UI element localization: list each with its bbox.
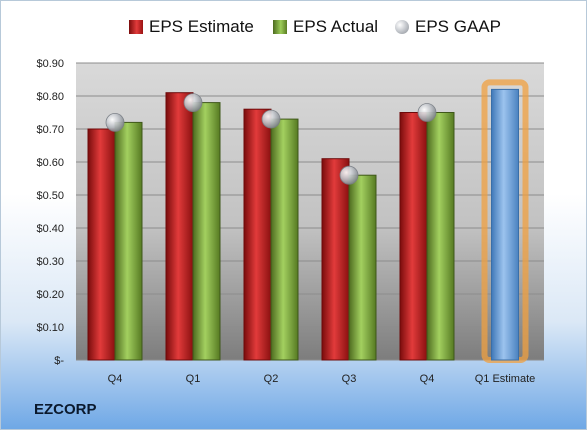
legend-label-eps-actual: EPS Actual — [293, 17, 379, 36]
legend-swatch-eps-estimate — [129, 20, 143, 34]
y-tick-label: $0.10 — [36, 322, 64, 334]
eps-actual-bar — [348, 174, 377, 361]
eps-actual-bar — [426, 112, 455, 361]
gridlines — [76, 62, 544, 361]
x-tick-label: Q4 — [420, 373, 435, 385]
legend-swatch-eps-actual — [273, 20, 287, 34]
x-tick-label: Q4 — [108, 373, 123, 385]
y-tick-label: $0.50 — [36, 190, 64, 202]
y-tick-label: $0.20 — [36, 289, 64, 301]
eps-estimate-bar — [243, 108, 272, 361]
legend-item-eps-actual: EPS Actual — [273, 17, 378, 37]
estimate-bar — [491, 88, 519, 361]
eps-gaap-marker — [339, 165, 359, 185]
legend: EPS Estimate EPS Actual EPS GAAP — [1, 9, 586, 49]
x-tick-label: Q1 — [186, 373, 201, 385]
eps-actual-bar — [270, 118, 299, 361]
eps-estimate-bar — [399, 112, 428, 361]
gaap-markers — [105, 93, 437, 185]
eps-actual-bar — [192, 102, 221, 361]
y-tick-label: $0.60 — [36, 157, 64, 169]
plot-area — [76, 63, 544, 360]
x-tick-label: Q3 — [342, 373, 357, 385]
bars — [87, 79, 529, 364]
eps-actual-bar — [114, 121, 143, 361]
legend-label-eps-gaap: EPS GAAP — [415, 17, 501, 36]
eps-gaap-marker — [261, 109, 281, 129]
y-tick-label: $0.90 — [36, 58, 64, 70]
eps-gaap-marker — [417, 103, 437, 122]
eps-estimate-bar — [321, 158, 350, 361]
eps-gaap-marker — [183, 93, 203, 112]
y-tick-label: $0.80 — [36, 91, 64, 103]
y-tick-label: $0.40 — [36, 223, 64, 235]
legend-label-eps-estimate: EPS Estimate — [149, 17, 254, 36]
y-tick-label: $0.30 — [36, 256, 64, 268]
x-tick-labels: Q4 Q1 Q2 Q3 Q4 Q1 Estimate — [108, 373, 536, 385]
legend-swatch-eps-gaap — [395, 20, 409, 34]
legend-item-eps-estimate: EPS Estimate — [129, 17, 254, 37]
company-name: EZCORP — [34, 401, 97, 418]
y-tick-label: $- — [54, 355, 64, 367]
y-tick-labels: $- $0.10 $0.20 $0.30 $0.40 $0.50 $0.60 $0.70 $0.… — [36, 58, 64, 367]
eps-estimate-bar — [87, 128, 116, 361]
eps-estimate-bar — [165, 92, 194, 361]
x-tick-label: Q1 Estimate — [475, 373, 536, 385]
eps-gaap-marker — [105, 113, 125, 132]
x-tick-label: Q2 — [264, 373, 279, 385]
y-tick-label: $0.70 — [36, 124, 64, 136]
legend-item-eps-gaap: EPS GAAP — [395, 17, 501, 37]
